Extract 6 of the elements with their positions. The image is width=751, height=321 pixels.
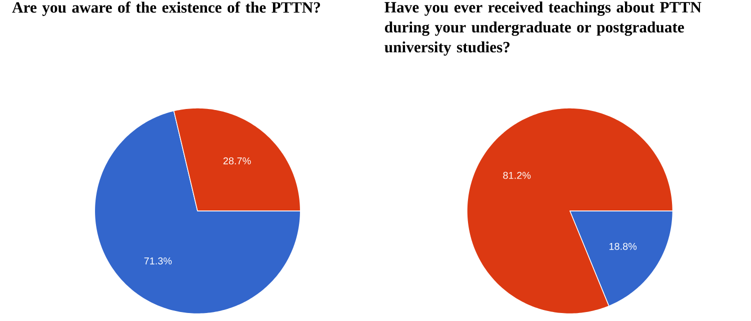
chart-title: Have you ever received teachings about PTTN during your undergraduate or postgraduate university studies? bbox=[384, 2, 702, 56]
data-label: 81.2% bbox=[503, 172, 531, 179]
data-label: 18.8% bbox=[609, 242, 637, 250]
data-label: 71.3% bbox=[144, 257, 172, 264]
data-label: 28.7% bbox=[223, 157, 251, 164]
chart-title: Are you aware of the existence of the PTTN? bbox=[12, 2, 320, 16]
